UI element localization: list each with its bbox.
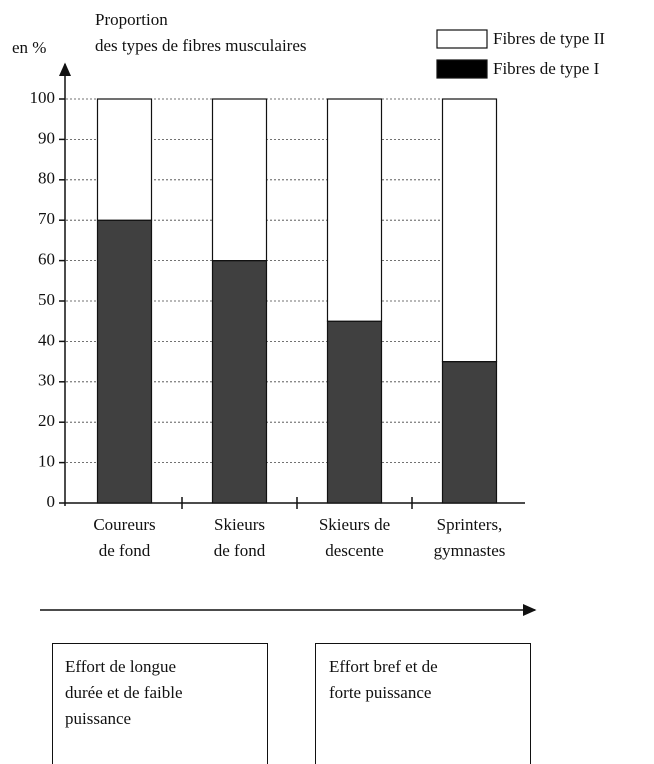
- legend-swatch: [436, 29, 488, 49]
- y-tick-label: 90: [38, 128, 55, 147]
- y-tick-label: 60: [38, 250, 55, 269]
- legend-label: Fibres de type II: [493, 29, 605, 48]
- y-tick-label: 30: [38, 371, 55, 390]
- x-tick-label: Coureurs de fond: [93, 515, 156, 560]
- x-tick-label: Sprinters, gymnastes: [433, 515, 506, 560]
- bar-segment: [96, 98, 153, 221]
- y-tick-label: 70: [38, 209, 55, 228]
- y-axis-label: en %: [12, 38, 47, 57]
- x-tick-label: Skieurs de descente: [318, 515, 391, 560]
- x-tick-label: Skieurs de fond: [213, 515, 266, 560]
- y-tick-label: 20: [38, 411, 55, 430]
- annotation-box: [52, 643, 268, 764]
- bar-segment: [326, 320, 383, 504]
- y-tick-label: 40: [38, 330, 55, 349]
- annotation: Effort de longue durée et de faible puis…: [65, 657, 183, 728]
- bar-segment: [96, 219, 153, 504]
- annotation-box: [315, 643, 531, 764]
- chart-title: Proportion des types de fibres musculair…: [95, 10, 307, 55]
- bar-segment: [326, 98, 383, 322]
- annotation: Effort bref et de forte puissance: [329, 657, 438, 702]
- y-tick-label: 10: [38, 452, 55, 471]
- legend-swatch: [436, 59, 488, 79]
- legend-label: Fibres de type I: [493, 59, 600, 78]
- y-tick-label: 100: [30, 88, 56, 107]
- bar-segment: [441, 98, 498, 363]
- bar-segment: [211, 260, 268, 504]
- y-tick-label: 80: [38, 169, 55, 188]
- y-tick-label: 50: [38, 290, 55, 309]
- bar-segment: [441, 361, 498, 504]
- y-tick-label: 0: [47, 492, 56, 511]
- bar-segment: [211, 98, 268, 262]
